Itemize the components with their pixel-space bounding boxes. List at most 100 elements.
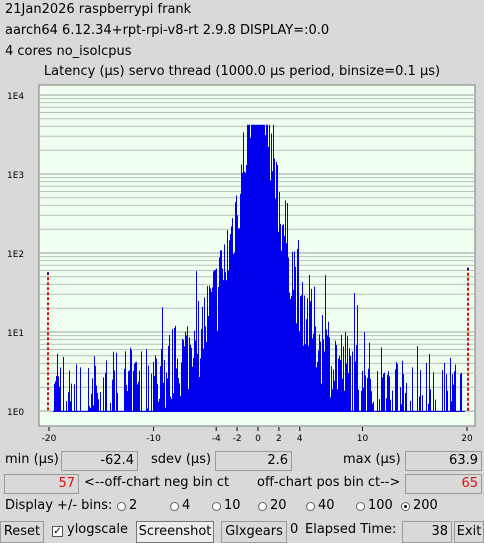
histogram-bar (63, 356, 64, 412)
histogram-bar (332, 389, 333, 412)
histogram-bar (376, 411, 377, 412)
histogram-bar (451, 401, 452, 412)
histogram-bar (344, 390, 345, 412)
histogram-bar (464, 411, 465, 412)
histogram-bar (310, 301, 311, 412)
histogram-bar (83, 411, 84, 412)
histogram-bar (147, 408, 148, 412)
histogram-bar (148, 365, 149, 412)
bins-radio-4[interactable] (170, 502, 179, 511)
histogram-bar (67, 411, 68, 412)
histogram-bar (394, 411, 395, 412)
histogram-bar (389, 376, 390, 412)
histogram-bar (421, 411, 422, 412)
histogram-bar (401, 404, 402, 412)
histogram-bar (239, 228, 240, 412)
histogram-bar (55, 381, 56, 412)
histogram-bar (371, 391, 372, 412)
histogram-bar (399, 411, 400, 412)
histogram-bar (98, 399, 99, 412)
histogram-bar (177, 358, 178, 412)
x-tick-label: 10 (357, 434, 369, 444)
histogram-bar (456, 411, 457, 412)
bins-radio-40[interactable] (306, 502, 315, 511)
histogram-bar (458, 411, 459, 412)
histogram-bar (430, 389, 431, 412)
histogram-bar (267, 124, 268, 412)
x-tick-label: 0 (255, 434, 261, 444)
y-tick-label: 1E0 (7, 408, 24, 418)
exit-button[interactable]: Exit (454, 521, 484, 543)
histogram-bar (357, 305, 358, 412)
histogram-bar (324, 351, 325, 412)
histogram-bar (242, 172, 243, 412)
min-label: min (µs) (5, 452, 59, 467)
histogram-bar (173, 393, 174, 412)
histogram-bar (279, 192, 280, 412)
histogram-bar (120, 411, 121, 412)
kernel-info: aarch64 6.12.34+rpt-rpi-v8-rt 2.9.8 DISP… (5, 23, 330, 38)
bins-radio-2[interactable] (117, 502, 126, 511)
histogram-bar (343, 346, 344, 412)
histogram-bar (191, 347, 192, 412)
histogram-bar (86, 411, 87, 412)
histogram-bar (219, 257, 220, 412)
histogram-bar (250, 137, 251, 412)
histogram-bar (300, 296, 301, 412)
histogram-bar (113, 351, 114, 412)
glxgears-button[interactable]: Glxgears (221, 521, 287, 543)
histogram-bar (446, 374, 447, 412)
histogram-bar (263, 124, 264, 412)
histogram-bar (190, 344, 191, 412)
histogram-bar (336, 344, 337, 412)
histogram-bar (151, 373, 152, 412)
bins-radio-200[interactable] (401, 502, 410, 511)
histogram-bar (70, 401, 71, 412)
histogram-bar (222, 268, 223, 412)
histogram-bar (294, 251, 295, 412)
histogram-bar (69, 370, 70, 412)
histogram-bar (76, 364, 77, 412)
histogram-bar (305, 344, 306, 412)
histogram-bar (320, 341, 321, 412)
histogram-bar (178, 377, 179, 412)
histogram-bar (102, 411, 103, 412)
bins-option-label: 20 (270, 498, 287, 513)
histogram-bar (315, 326, 316, 412)
bins-option-label: 2 (129, 498, 138, 513)
histogram-bar (64, 411, 65, 412)
histogram-bar (299, 331, 300, 412)
bins-radio-20[interactable] (258, 502, 267, 511)
histogram-bar (241, 164, 242, 412)
screenshot-button[interactable]: Screenshot (136, 521, 214, 543)
bins-radio-100[interactable] (356, 502, 365, 511)
histogram-bar (167, 378, 168, 412)
histogram-bar (277, 165, 278, 412)
histogram-bar (217, 330, 218, 412)
histogram-bar (311, 288, 312, 412)
histogram-bar (275, 198, 276, 412)
histogram-bar (292, 251, 293, 412)
histogram-bar (88, 368, 89, 412)
neg-bin-label: <--off-chart neg bin ct (84, 475, 230, 490)
histogram-bar (355, 361, 356, 412)
histogram-bar (365, 375, 366, 412)
bins-radio-10[interactable] (212, 502, 221, 511)
histogram-bar (429, 354, 430, 412)
histogram-bar (157, 384, 158, 412)
histogram-bar (317, 361, 318, 412)
histogram-bar (161, 348, 162, 412)
histogram-bar (187, 326, 188, 412)
histogram-bar (117, 392, 118, 412)
histogram-bar (266, 124, 267, 412)
reset-button[interactable]: Reset (0, 521, 44, 543)
histogram-bar (159, 398, 160, 412)
ylogscale-checkbox[interactable]: ✓ (52, 526, 63, 537)
histogram-bar (334, 380, 335, 412)
elapsed-value: 38 (402, 521, 452, 543)
histogram-bar (269, 124, 270, 412)
histogram-bar (287, 202, 288, 412)
histogram-bar (387, 374, 388, 412)
histogram-bar (201, 328, 202, 412)
